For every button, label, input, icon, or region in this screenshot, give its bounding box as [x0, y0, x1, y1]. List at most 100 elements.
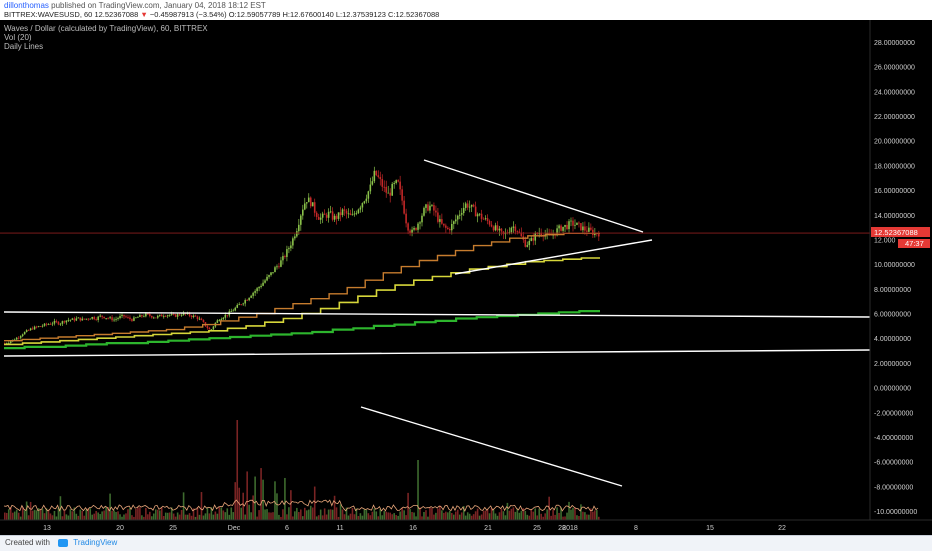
volume-trendline[interactable]: [360, 406, 623, 487]
x-tick-label: 16: [409, 525, 417, 532]
volume-bar: [7, 509, 10, 520]
volume-bar: [562, 516, 564, 520]
volume-bar: [528, 515, 531, 520]
candle-body: [307, 197, 310, 203]
candle-body: [206, 326, 209, 328]
volume-bar: [331, 509, 334, 520]
candle-body: [435, 210, 437, 213]
candle-body: [218, 320, 221, 322]
volume-bar: [480, 514, 483, 520]
x-tick-label: 28: [558, 525, 566, 532]
volume-bar: [125, 513, 127, 520]
volume-bar: [387, 512, 390, 520]
volume-bar: [570, 509, 572, 520]
volume-bar: [421, 516, 423, 520]
candle-body: [208, 327, 211, 330]
candle-body: [441, 219, 443, 224]
candle-body: [41, 325, 44, 327]
volume-bar: [61, 516, 64, 520]
candle-body: [313, 202, 316, 213]
volume-bar: [262, 479, 264, 520]
candle-body: [514, 226, 517, 232]
volume-bar: [588, 514, 590, 520]
volume-bar: [139, 507, 141, 520]
volume-bar: [544, 513, 546, 520]
candle-body: [131, 319, 133, 321]
candle-body: [482, 218, 485, 220]
volume-bar: [49, 513, 52, 520]
horizontal-line-lower[interactable]: [3, 349, 871, 357]
candle-body: [385, 186, 388, 193]
candle-body: [357, 209, 360, 213]
candle-body: [166, 315, 169, 317]
volume-bar: [345, 507, 348, 520]
candle-body: [95, 319, 97, 320]
volume-bar: [246, 471, 248, 520]
volume-bar: [407, 492, 409, 520]
candle-body: [353, 213, 356, 215]
candle-body: [443, 223, 445, 226]
volume-bar: [363, 509, 366, 520]
volume-bar: [427, 516, 429, 520]
author-link[interactable]: dillonthomas: [4, 1, 49, 10]
volume-bar: [288, 507, 290, 520]
candle-body: [137, 316, 139, 318]
volume-bar: [11, 512, 14, 520]
price-tag: 12.52367088: [871, 227, 930, 237]
candle-body: [343, 209, 346, 211]
candle-body: [234, 307, 237, 311]
candle-body: [248, 297, 250, 301]
volume-bar: [371, 511, 374, 520]
volume-bar: [264, 509, 266, 520]
price-chart[interactable]: 28.00000000 26.00000000 24.00000000 22.0000…: [0, 20, 932, 535]
candle-body: [564, 224, 566, 227]
candle-body: [192, 315, 195, 318]
trendlines: [3, 159, 871, 487]
upper-trendline[interactable]: [423, 159, 644, 233]
volume-bar: [154, 509, 157, 520]
chart-area[interactable]: 28.00000000 26.00000000 24.00000000 22.0000…: [0, 20, 932, 535]
candle-body: [115, 318, 117, 320]
legend-title: Waves / Dollar (calculated by TradingVie…: [4, 24, 208, 33]
candle-body: [480, 213, 483, 219]
candle-body: [383, 186, 386, 188]
footer-bar: Created with TradingView: [0, 535, 932, 551]
volume-bar: [385, 511, 388, 520]
candle-body: [496, 225, 499, 231]
candle-body: [238, 304, 241, 306]
candle-body: [242, 303, 244, 305]
tradingview-link[interactable]: TradingView: [73, 538, 118, 547]
candle-body: [158, 314, 161, 316]
candle-body: [498, 228, 501, 231]
volume-bar: [135, 508, 137, 520]
volume-bar: [449, 510, 451, 520]
x-tick-label: 2018: [562, 525, 578, 532]
candle-body: [256, 288, 258, 292]
last-price: 12.52367088: [94, 10, 139, 19]
volume-bar: [423, 512, 425, 520]
candle-body: [464, 203, 467, 208]
candle-body: [220, 319, 223, 321]
y-tick-label: 10.00000000: [874, 262, 915, 269]
volume-bar: [399, 511, 401, 520]
volume-bar: [323, 508, 326, 520]
volume-bar: [333, 495, 336, 520]
candle-body: [45, 323, 48, 325]
y-tick-label: -8.00000000: [874, 484, 913, 491]
volume-bar: [319, 509, 322, 520]
volume-bar: [41, 508, 44, 520]
candle-body: [466, 203, 469, 208]
volume-bar: [109, 493, 111, 520]
volume-bar: [129, 507, 131, 520]
volume-bar: [147, 514, 149, 520]
candle-body: [133, 317, 135, 321]
y-tick-label: 26.00000000: [874, 65, 915, 72]
lower-trendline[interactable]: [454, 239, 653, 275]
volume-bar: [280, 516, 282, 520]
candle-body: [486, 218, 489, 222]
volume-bar: [415, 516, 417, 520]
x-tick-label: 15: [706, 525, 714, 532]
candle-body: [69, 319, 72, 321]
horizontal-line-upper[interactable]: [3, 311, 871, 318]
